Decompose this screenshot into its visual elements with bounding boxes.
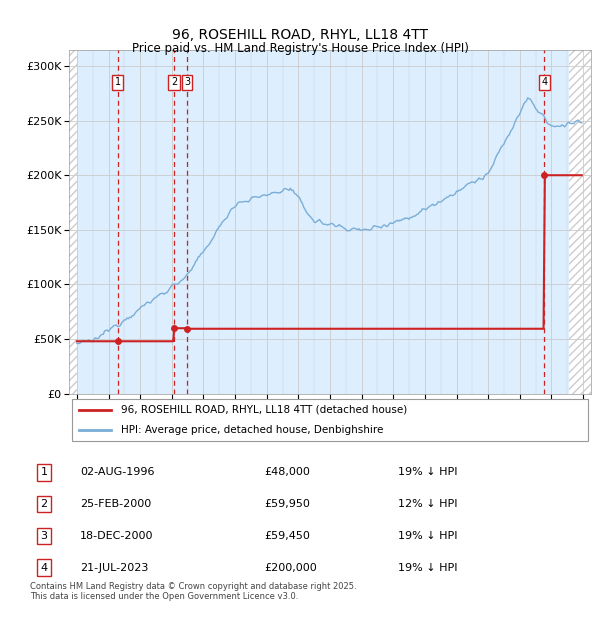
Text: 19% ↓ HPI: 19% ↓ HPI — [398, 563, 458, 573]
Text: 19% ↓ HPI: 19% ↓ HPI — [398, 531, 458, 541]
Text: Price paid vs. HM Land Registry's House Price Index (HPI): Price paid vs. HM Land Registry's House … — [131, 42, 469, 55]
Text: 18-DEC-2000: 18-DEC-2000 — [80, 531, 154, 541]
Text: £200,000: £200,000 — [265, 563, 317, 573]
Text: 4: 4 — [40, 563, 47, 573]
Text: 96, ROSEHILL ROAD, RHYL, LL18 4TT: 96, ROSEHILL ROAD, RHYL, LL18 4TT — [172, 28, 428, 42]
Text: 1: 1 — [40, 467, 47, 477]
Text: 3: 3 — [40, 531, 47, 541]
Text: HPI: Average price, detached house, Denbighshire: HPI: Average price, detached house, Denb… — [121, 425, 383, 435]
Text: 2: 2 — [40, 499, 47, 509]
FancyBboxPatch shape — [71, 399, 589, 441]
Text: £48,000: £48,000 — [265, 467, 310, 477]
Text: 1: 1 — [115, 78, 121, 87]
Text: 2: 2 — [171, 78, 177, 87]
Text: 96, ROSEHILL ROAD, RHYL, LL18 4TT (detached house): 96, ROSEHILL ROAD, RHYL, LL18 4TT (detac… — [121, 405, 407, 415]
Bar — [569, 50, 591, 394]
Text: 25-FEB-2000: 25-FEB-2000 — [80, 499, 151, 509]
Text: 19% ↓ HPI: 19% ↓ HPI — [398, 467, 458, 477]
Text: 02-AUG-1996: 02-AUG-1996 — [80, 467, 155, 477]
Text: £59,450: £59,450 — [265, 531, 310, 541]
Text: Contains HM Land Registry data © Crown copyright and database right 2025.
This d: Contains HM Land Registry data © Crown c… — [30, 582, 356, 601]
Text: 12% ↓ HPI: 12% ↓ HPI — [398, 499, 458, 509]
Text: 4: 4 — [541, 78, 547, 87]
Text: £59,950: £59,950 — [265, 499, 310, 509]
Text: 21-JUL-2023: 21-JUL-2023 — [80, 563, 149, 573]
Text: 3: 3 — [184, 78, 190, 87]
Bar — [69, 50, 77, 394]
